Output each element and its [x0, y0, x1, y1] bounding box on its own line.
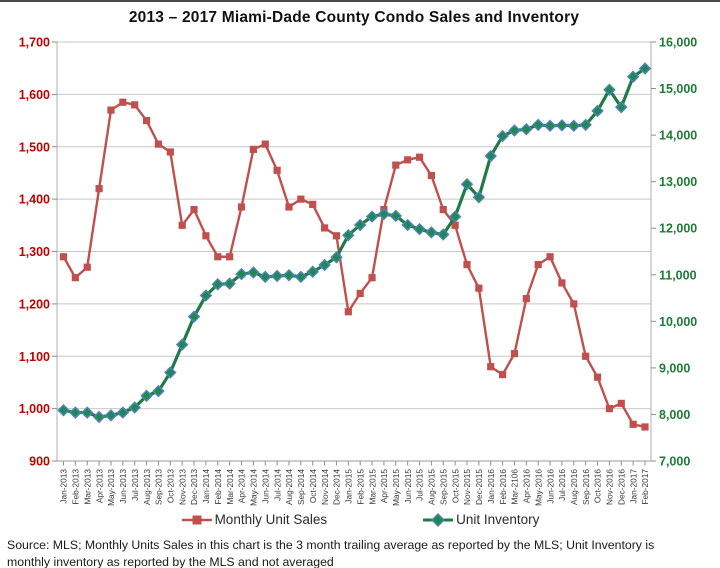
svg-text:7,000: 7,000 [659, 455, 690, 469]
svg-text:Apr-2015: Apr-2015 [379, 469, 389, 504]
source-note-line2: monthly inventory as reported by the MLS… [7, 554, 334, 568]
sales-line-square-icon [181, 515, 212, 524]
svg-text:9,000: 9,000 [659, 361, 690, 375]
svg-text:Jul-2014: Jul-2014 [272, 469, 282, 501]
svg-text:13,000: 13,000 [659, 175, 697, 189]
svg-text:1,700: 1,700 [19, 36, 50, 50]
svg-text:Mar-2014: Mar-2014 [225, 469, 235, 505]
svg-text:Nov-2015: Nov-2015 [462, 469, 472, 505]
series-sales [59, 98, 649, 431]
svg-text:1,000: 1,000 [19, 402, 50, 416]
chart-svg: 1,700 1,600 1,500 1,400 1,300 1,200 1,100 1,000… [19, 36, 698, 506]
svg-text:May-2013: May-2013 [106, 469, 116, 506]
svg-text:11,000: 11,000 [659, 268, 697, 282]
svg-text:Sep-2016: Sep-2016 [581, 469, 591, 505]
svg-text:Feb-2017: Feb-2017 [640, 469, 650, 505]
svg-text:May-2016: May-2016 [533, 469, 543, 506]
svg-text:Jan-2014: Jan-2014 [201, 469, 211, 504]
svg-text:12,000: 12,000 [659, 222, 697, 236]
svg-text:Apr-2013: Apr-2013 [94, 469, 104, 504]
svg-text:Dec-2016: Dec-2016 [616, 469, 626, 505]
svg-text:May-2014: May-2014 [249, 469, 259, 506]
svg-text:1,100: 1,100 [19, 350, 50, 364]
svg-text:Jul-2013: Jul-2013 [130, 469, 140, 501]
legend-label-inventory: Unit Inventory [456, 512, 540, 527]
x-axis-labels: Jan-2013 Feb-2013 Mar-2013 Apr-2013 May-2013… [59, 469, 651, 506]
svg-text:Feb-2015: Feb-2015 [355, 469, 365, 505]
svg-text:Sep-2014: Sep-2014 [296, 469, 306, 505]
svg-text:Jul-2016: Jul-2016 [557, 469, 567, 501]
svg-text:Nov-2013: Nov-2013 [177, 469, 187, 505]
source-note: Source: MLS; Monthly Units Sales in this… [7, 537, 713, 568]
svg-text:Jan-2015: Jan-2015 [344, 469, 354, 504]
svg-text:Aug-2015: Aug-2015 [427, 469, 437, 505]
svg-text:Aug-2014: Aug-2014 [284, 469, 294, 505]
chart-legend: Monthly Unit Sales Unit Inventory [0, 512, 720, 527]
svg-text:10,000: 10,000 [659, 315, 697, 329]
svg-text:1,500: 1,500 [19, 140, 50, 154]
svg-text:8,000: 8,000 [659, 408, 690, 422]
svg-text:Aug-2016: Aug-2016 [569, 469, 579, 505]
svg-text:Jan-2013: Jan-2013 [59, 469, 69, 504]
svg-text:Dec-2014: Dec-2014 [332, 469, 342, 505]
svg-text:Mar-2013: Mar-2013 [82, 469, 92, 505]
legend-item-inventory: Unit Inventory [422, 512, 539, 527]
svg-text:Nov-2016: Nov-2016 [605, 469, 615, 505]
svg-text:Oct-2016: Oct-2016 [593, 469, 603, 504]
svg-text:Jun-2016: Jun-2016 [545, 469, 555, 504]
svg-text:Aug-2013: Aug-2013 [142, 469, 152, 505]
svg-text:Oct-2014: Oct-2014 [308, 469, 318, 504]
chart-title: 2013 – 2017 Miami-Dade County Condo Sale… [128, 9, 580, 26]
svg-text:Jun-2014: Jun-2014 [260, 469, 270, 504]
svg-text:Apr-2014: Apr-2014 [237, 469, 247, 504]
svg-text:15,000: 15,000 [659, 82, 697, 96]
svg-text:14,000: 14,000 [659, 129, 697, 143]
series-inventory [57, 62, 652, 424]
svg-text:16,000: 16,000 [659, 36, 697, 50]
svg-text:Oct-2015: Oct-2015 [450, 469, 460, 504]
axis-ticks [52, 41, 656, 466]
svg-text:Mar-2106: Mar-2106 [510, 469, 520, 505]
legend-item-sales: Monthly Unit Sales [181, 512, 328, 527]
svg-text:Apr-2016: Apr-2016 [522, 469, 532, 504]
svg-text:Jan-2017: Jan-2017 [628, 469, 638, 504]
svg-text:Oct-2013: Oct-2013 [166, 469, 176, 504]
svg-text:Jun-2013: Jun-2013 [118, 469, 128, 504]
svg-text:Mar-2015: Mar-2015 [367, 469, 377, 505]
svg-text:900: 900 [29, 455, 50, 469]
svg-text:1,400: 1,400 [19, 193, 50, 207]
legend-label-sales: Monthly Unit Sales [214, 512, 328, 527]
svg-text:May-2015: May-2015 [391, 469, 401, 506]
svg-text:Sep-2015: Sep-2015 [438, 469, 448, 505]
source-note-line1: Source: MLS; Monthly Units Sales in this… [7, 538, 655, 552]
inventory-line-diamond-icon [423, 512, 454, 527]
svg-text:Jun-2015: Jun-2015 [403, 469, 413, 504]
svg-text:Feb-2014: Feb-2014 [213, 469, 223, 505]
svg-text:Sep-2013: Sep-2013 [154, 469, 164, 505]
svg-text:1,200: 1,200 [19, 297, 50, 311]
svg-text:Feb-2013: Feb-2013 [71, 469, 81, 505]
svg-text:Jul-2015: Jul-2015 [415, 469, 425, 501]
svg-text:1,600: 1,600 [19, 88, 50, 102]
svg-text:1,300: 1,300 [19, 245, 50, 259]
y-axis-right-labels: 16,000 15,000 14,000 13,000 12,000 11,000 10,0… [659, 36, 697, 469]
svg-text:Feb-2016: Feb-2016 [498, 469, 508, 505]
svg-text:Dec-2013: Dec-2013 [189, 469, 199, 505]
svg-text:Jan-2016: Jan-2016 [486, 469, 496, 504]
y-axis-left-labels: 1,700 1,600 1,500 1,400 1,300 1,200 1,100 1,000… [19, 36, 50, 469]
svg-text:Nov-2014: Nov-2014 [320, 469, 330, 505]
svg-text:Dec-2015: Dec-2015 [474, 469, 484, 505]
